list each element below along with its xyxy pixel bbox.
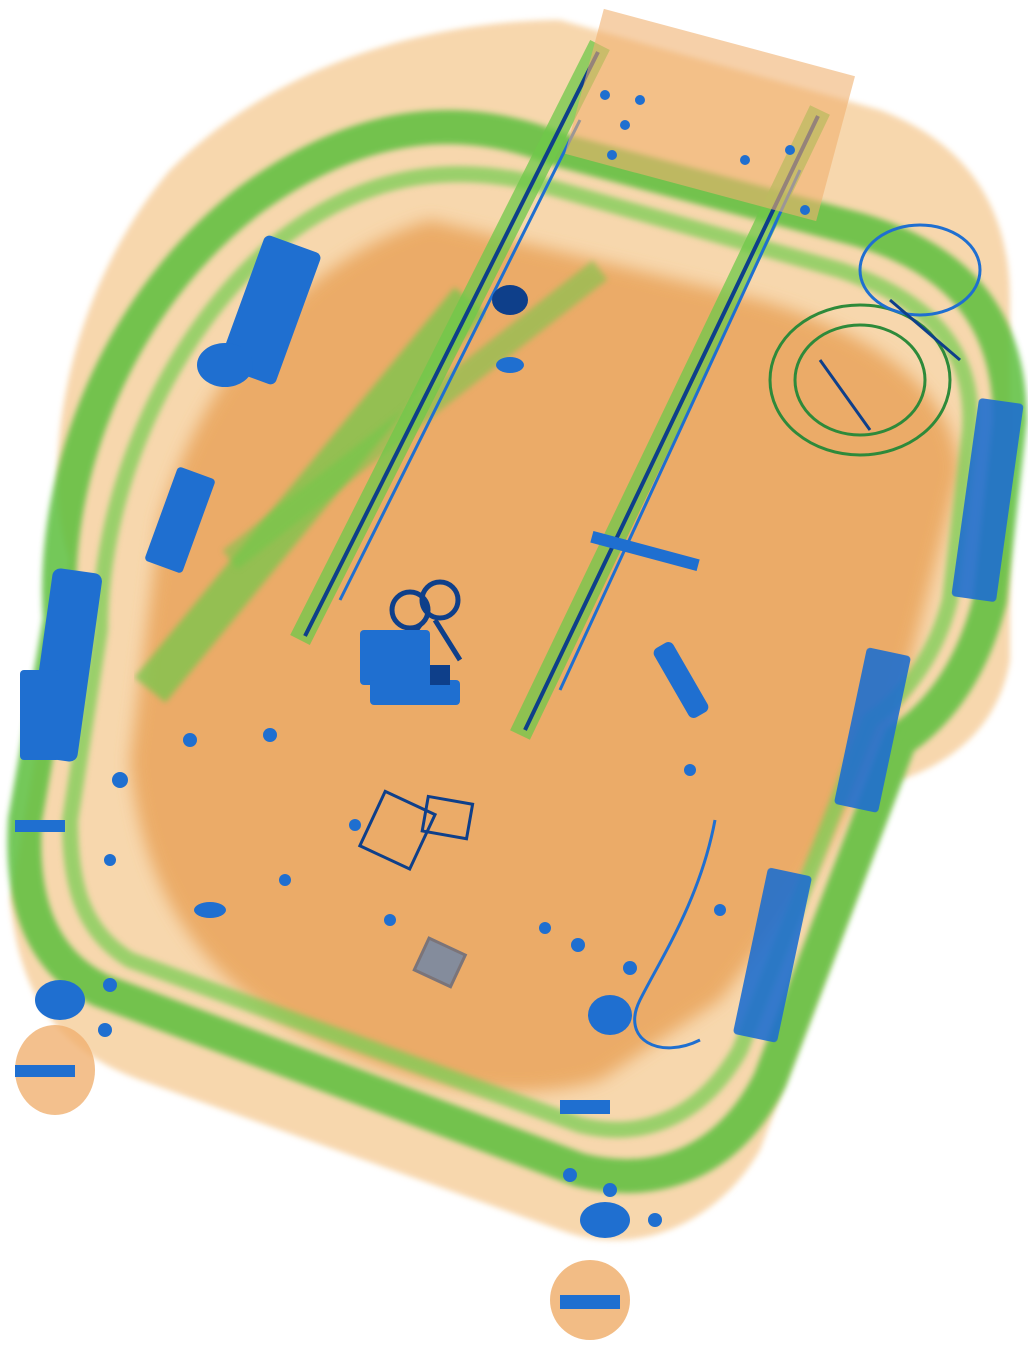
rivets [104, 728, 726, 975]
zipper-pulls [492, 285, 709, 718]
hinge-brackets-left [20, 235, 321, 762]
electronic-device-center [360, 630, 460, 705]
telescopic-handle-rails [290, 8, 855, 740]
wheel-assembly-left [15, 820, 117, 1115]
circuit-device [768, 223, 982, 457]
latches [357, 789, 475, 989]
shell-frame-ring [7, 110, 1028, 1193]
shell-frame-ring-inner [61, 166, 979, 1138]
side-panels-right [733, 398, 1024, 1043]
cable [633, 819, 717, 1050]
wheel-assembly-bottom [550, 995, 662, 1340]
handle-screws [600, 90, 810, 215]
